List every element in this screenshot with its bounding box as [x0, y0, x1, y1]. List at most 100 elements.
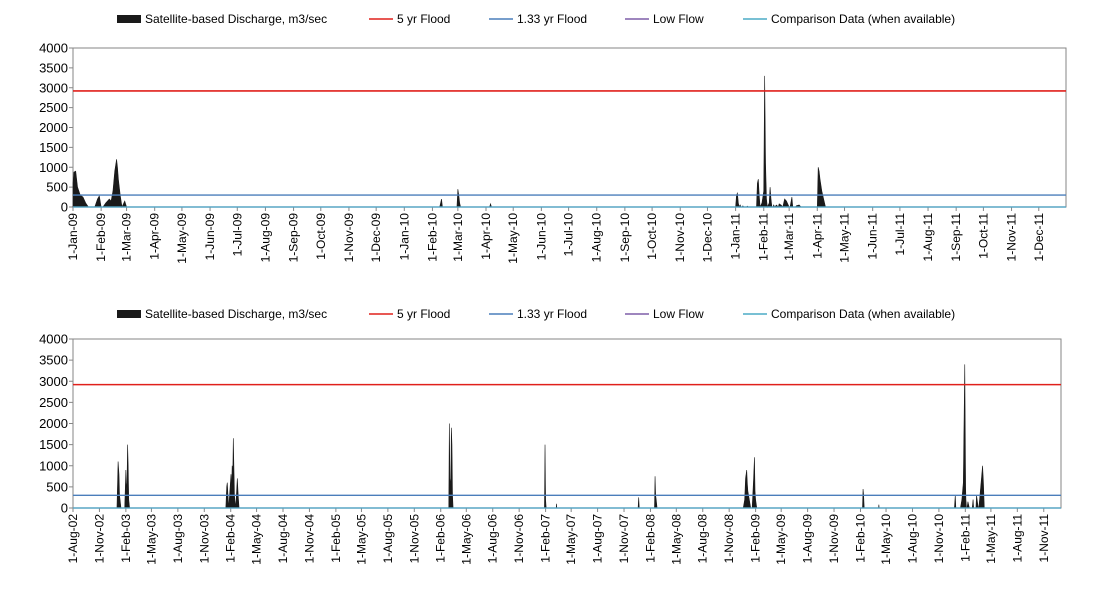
x-tick-label: 1-May-07: [564, 514, 578, 565]
x-tick-label: 1-Aug-11: [1010, 514, 1024, 563]
x-tick-label: 1-Aug-09: [258, 213, 272, 263]
x-tick-label: 1-Apr-09: [148, 213, 162, 260]
y-tick-label: 2000: [39, 416, 68, 431]
x-axis: 1-Jan-09 1-Feb-09 1-Mar-09 1-Apr-09 1-May-09…: [66, 207, 1046, 264]
legend-item-flood5: 5 yr Flood: [369, 307, 450, 321]
x-tick-label: 1-Feb-11: [757, 213, 771, 261]
y-tick-label: 0: [61, 200, 68, 215]
x-tick-label: 1-Nov-10: [932, 514, 946, 564]
legend-label: 1.33 yr Flood: [517, 12, 587, 26]
legend-item-flood133: 1.33 yr Flood: [489, 307, 587, 321]
legend-label: 5 yr Flood: [397, 307, 450, 321]
x-tick-label: 1-May-08: [669, 514, 683, 565]
x-tick-label: 1-May-10: [879, 514, 893, 565]
x-tick-label: 1-Feb-06: [434, 514, 448, 563]
x-tick-label: 1-Nov-04: [302, 514, 316, 564]
y-tick-label: 3000: [39, 80, 68, 95]
legend-swatch-discharge: [117, 310, 141, 318]
x-tick-label: 1-May-11: [984, 514, 998, 564]
x-tick-label: 1-Apr-11: [810, 213, 824, 259]
x-tick-label: 1-Dec-09: [369, 213, 383, 263]
x-tick-label: 1-Nov-10: [673, 213, 687, 263]
legend-label: Low Flow: [653, 12, 704, 26]
x-tick-label: 1-Nov-08: [722, 514, 736, 564]
x-tick-label: 1-May-06: [459, 514, 473, 565]
legend: Satellite-based Discharge, m3/sec 5 yr Fl…: [117, 307, 955, 321]
x-tick-label: 1-Mar-11: [782, 213, 796, 261]
x-tick-label: 1-Jun-09: [203, 213, 217, 261]
x-tick-label: 1-Aug-08: [696, 514, 710, 564]
legend-label: Low Flow: [653, 307, 704, 321]
x-tick-label: 1-Feb-09: [94, 213, 108, 262]
x-tick-label: 1-Sep-10: [618, 213, 632, 263]
x-tick-label: 1-Nov-02: [92, 514, 106, 564]
x-tick-label: 1-Dec-10: [700, 213, 714, 263]
x-tick-label: 1-May-09: [774, 514, 788, 565]
x-tick-label: 1-Feb-10: [853, 514, 867, 563]
legend-label: Comparison Data (when available): [771, 12, 955, 26]
x-tick-label: 1-May-03: [144, 514, 158, 565]
x-tick-label: 1-Feb-04: [224, 514, 238, 563]
x-tick-label: 1-Feb-05: [329, 514, 343, 563]
x-tick-label: 1-Feb-07: [539, 514, 553, 563]
discharge-chart-2002-2011: Satellite-based Discharge, m3/sec 5 yr Fl…: [39, 307, 1062, 565]
x-tick-label: 1-Nov-03: [197, 514, 211, 564]
x-tick-label: 1-Feb-09: [749, 514, 763, 563]
y-tick-label: 2500: [39, 395, 68, 410]
x-tick-label: 1-Nov-06: [512, 514, 526, 564]
legend-item-comparison: Comparison Data (when available): [743, 12, 955, 26]
y-tick-label: 3500: [39, 60, 68, 75]
x-tick-label: 1-Jul-11: [893, 213, 907, 256]
legend-item-discharge: Satellite-based Discharge, m3/sec: [117, 307, 327, 321]
x-tick-label: 1-Feb-10: [425, 213, 439, 262]
plot-area: [72, 47, 1067, 208]
legend-item-discharge: Satellite-based Discharge, m3/sec: [117, 12, 327, 26]
x-tick-label: 1-Nov-09: [827, 514, 841, 564]
x-tick-label: 1-Sep-11: [949, 213, 963, 262]
legend-item-flood133: 1.33 yr Flood: [489, 12, 587, 26]
x-tick-label: 1-May-11: [838, 213, 852, 263]
x-tick-label: 1-Nov-05: [407, 514, 421, 564]
y-tick-label: 0: [61, 501, 68, 516]
x-tick-label: 1-Nov-11: [1005, 213, 1019, 262]
y-tick-label: 500: [46, 180, 68, 195]
x-tick-label: 1-Aug-10: [590, 213, 604, 263]
legend-item-lowflow: Low Flow: [625, 12, 704, 26]
legend-item-lowflow: Low Flow: [625, 307, 704, 321]
y-tick-label: 1500: [39, 437, 68, 452]
x-tick-label: 1-Feb-03: [119, 514, 133, 563]
y-axis: 0 500 1000 1500 2000 2500 3000 3500 4000: [39, 41, 73, 215]
x-tick-label: 1-May-09: [175, 213, 189, 264]
x-tick-label: 1-Mar-09: [120, 213, 134, 262]
x-tick-label: 1-Nov-11: [1037, 514, 1051, 563]
y-tick-label: 3500: [39, 353, 68, 368]
y-tick-label: 2500: [39, 100, 68, 115]
legend-swatch-discharge: [117, 15, 141, 23]
x-tick-label: 1-Aug-10: [905, 514, 919, 564]
x-tick-label: 1-Feb-08: [643, 514, 657, 563]
legend-label: 1.33 yr Flood: [517, 307, 587, 321]
y-tick-label: 1500: [39, 140, 68, 155]
series-area-discharge: [72, 75, 1066, 209]
legend-label: Comparison Data (when available): [771, 307, 955, 321]
x-tick-label: 1-Oct-09: [314, 213, 328, 260]
x-tick-label: 1-Aug-09: [801, 514, 815, 564]
x-tick-label: 1-Oct-10: [645, 213, 659, 260]
legend-item-comparison: Comparison Data (when available): [743, 307, 955, 321]
x-tick-label: 1-Jan-11: [729, 213, 743, 260]
x-tick-label: 1-Aug-07: [591, 514, 605, 564]
legend-item-flood5: 5 yr Flood: [369, 12, 450, 26]
x-tick-label: 1-Aug-04: [276, 514, 290, 564]
y-tick-label: 1000: [39, 458, 68, 473]
series-area-discharge: [116, 364, 1061, 509]
x-tick-label: 1-May-10: [506, 213, 520, 264]
y-tick-label: 2000: [39, 120, 68, 135]
x-tick-label: 1-Aug-03: [171, 514, 185, 564]
x-tick-label: 1-May-04: [250, 514, 264, 565]
x-tick-label: 1-Nov-07: [617, 514, 631, 564]
y-tick-label: 4000: [39, 41, 68, 56]
x-tick-label: 1-Jun-11: [866, 213, 880, 260]
x-tick-label: 1-Aug-05: [381, 514, 395, 564]
y-tick-label: 4000: [39, 332, 68, 347]
y-tick-label: 500: [46, 479, 68, 494]
